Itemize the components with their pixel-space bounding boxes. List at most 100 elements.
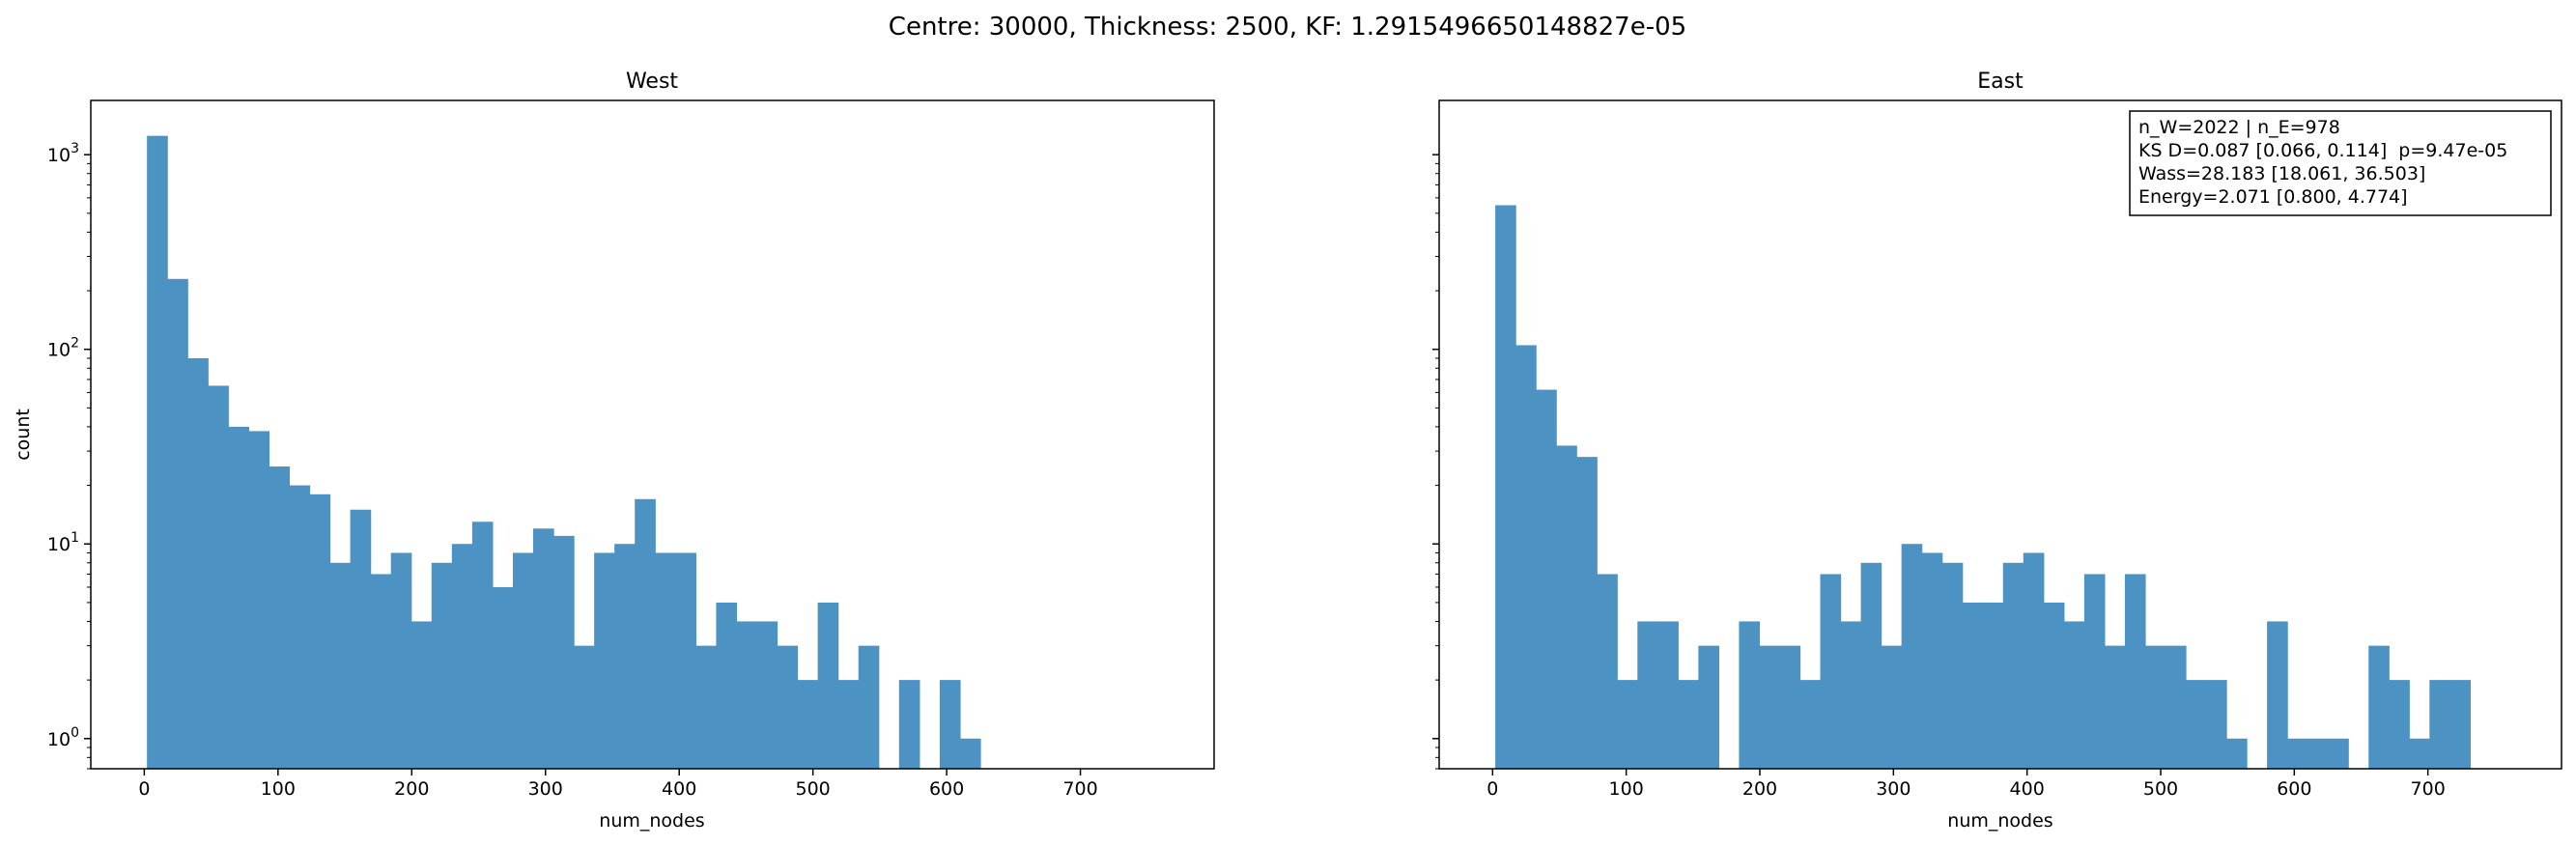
stats-line-energy: Energy=2.071 [0.800, 4.774] (2138, 186, 2408, 208)
east-bar (1941, 562, 1964, 769)
west-x-tick-label: 500 (796, 778, 831, 800)
west-bar (350, 509, 372, 769)
west-bar (492, 586, 514, 769)
east-x-tick-label: 200 (1742, 778, 1777, 800)
west-x-tick-label: 200 (394, 778, 429, 800)
east-bar (1597, 574, 1618, 769)
east-bar (1515, 345, 1537, 769)
east-bar (1962, 602, 1984, 769)
west-bar (574, 645, 595, 769)
east-bar (1657, 621, 1679, 769)
west-y-axis-label: count (13, 409, 34, 461)
figure-suptitle: Centre: 30000, Thickness: 2500, KF: 1.29… (889, 13, 1686, 42)
west-bar (635, 498, 656, 769)
west-bar (837, 680, 860, 769)
west-bar (716, 602, 738, 769)
west-bar (269, 466, 291, 769)
east-bar (1881, 645, 1903, 769)
east-axes-frame (1438, 99, 2562, 770)
east-bar (2023, 552, 2045, 769)
east-bar (2144, 645, 2166, 769)
east-bar (1576, 457, 1598, 769)
west-axes-frame (90, 99, 1215, 770)
west-bar (614, 544, 636, 769)
east-bar (2124, 574, 2146, 769)
east-x-tick-label: 300 (1876, 778, 1911, 800)
east-y-ticks (1432, 154, 1439, 770)
west-bar (777, 645, 799, 769)
west-panel: 0 100 200 300 400 500 600 700 100 101 102 103 West… (13, 70, 1215, 832)
east-bar (1799, 680, 1822, 769)
east-bar (1840, 621, 1862, 769)
east-bar (1820, 574, 1842, 769)
east-bar (2206, 680, 2227, 769)
west-bar (553, 535, 575, 769)
stats-line-ks: KS D=0.087 [0.066, 0.114] p=9.47e-05 (2138, 140, 2507, 161)
west-bar (167, 278, 188, 769)
west-bar (756, 621, 778, 769)
east-bar (1637, 621, 1658, 769)
west-x-axis-label: num_nodes (599, 810, 704, 832)
west-bar (410, 621, 433, 769)
west-y-tick-label: 103 (47, 141, 79, 166)
east-title: East (1977, 70, 2024, 94)
west-bar (736, 621, 758, 769)
east-bar (2165, 645, 2187, 769)
west-bar (471, 522, 494, 769)
east-bar (2083, 574, 2106, 769)
west-y-ticks: 100 101 102 103 (47, 141, 91, 770)
west-x-tick-label: 700 (1062, 778, 1097, 800)
east-bar (2389, 680, 2410, 769)
east-bars (1495, 205, 2471, 769)
west-bars (147, 135, 981, 769)
west-x-tick-label: 0 (138, 778, 150, 800)
east-bar (2063, 621, 2085, 769)
east-bar (1860, 562, 1882, 769)
east-x-tick-label: 400 (2010, 778, 2045, 800)
east-x-axis-label: num_nodes (1947, 810, 2052, 832)
east-x-tick-label: 600 (2277, 778, 2311, 800)
east-bar (2429, 680, 2450, 769)
west-title: West (626, 70, 678, 94)
east-x-tick-label: 100 (1609, 778, 1644, 800)
east-bar (2186, 680, 2207, 769)
west-bar (512, 552, 534, 769)
west-y-tick-label: 100 (47, 725, 79, 750)
west-bar (655, 552, 676, 769)
stats-line-wass: Wass=28.183 [18.061, 36.503] (2138, 163, 2425, 184)
east-bar (2449, 680, 2471, 769)
east-bar (1982, 602, 2004, 769)
west-x-tick-label: 100 (261, 778, 296, 800)
west-bar (228, 426, 249, 769)
east-bar (2043, 602, 2065, 769)
west-bar (187, 357, 209, 769)
west-bar (695, 645, 717, 769)
east-bar (1739, 621, 1761, 769)
west-bar (309, 494, 331, 769)
east-bar (2267, 621, 2288, 769)
east-bar (1698, 645, 1719, 769)
east-bar (2409, 738, 2430, 769)
west-bar (370, 574, 392, 769)
east-bar (2287, 738, 2308, 769)
west-bar (939, 680, 961, 769)
east-x-ticks: 0 100 200 300 400 500 600 700 (1486, 769, 2446, 800)
east-bar (1678, 680, 1699, 769)
west-x-tick-label: 400 (662, 778, 696, 800)
west-bar (451, 544, 473, 769)
east-bar (1495, 205, 1516, 769)
east-stats-frame (2129, 110, 2552, 216)
east-bar (1536, 389, 1557, 769)
east-bar (1921, 552, 1943, 769)
west-bar (675, 552, 696, 769)
east-x-tick-label: 700 (2411, 778, 2446, 800)
west-bar (594, 552, 615, 769)
west-x-tick-label: 600 (929, 778, 964, 800)
east-bar (2104, 645, 2126, 769)
west-bar (329, 562, 352, 769)
west-bar (797, 680, 819, 769)
west-bar (431, 562, 453, 769)
east-x-tick-label: 500 (2143, 778, 2178, 800)
west-bar (898, 680, 920, 769)
